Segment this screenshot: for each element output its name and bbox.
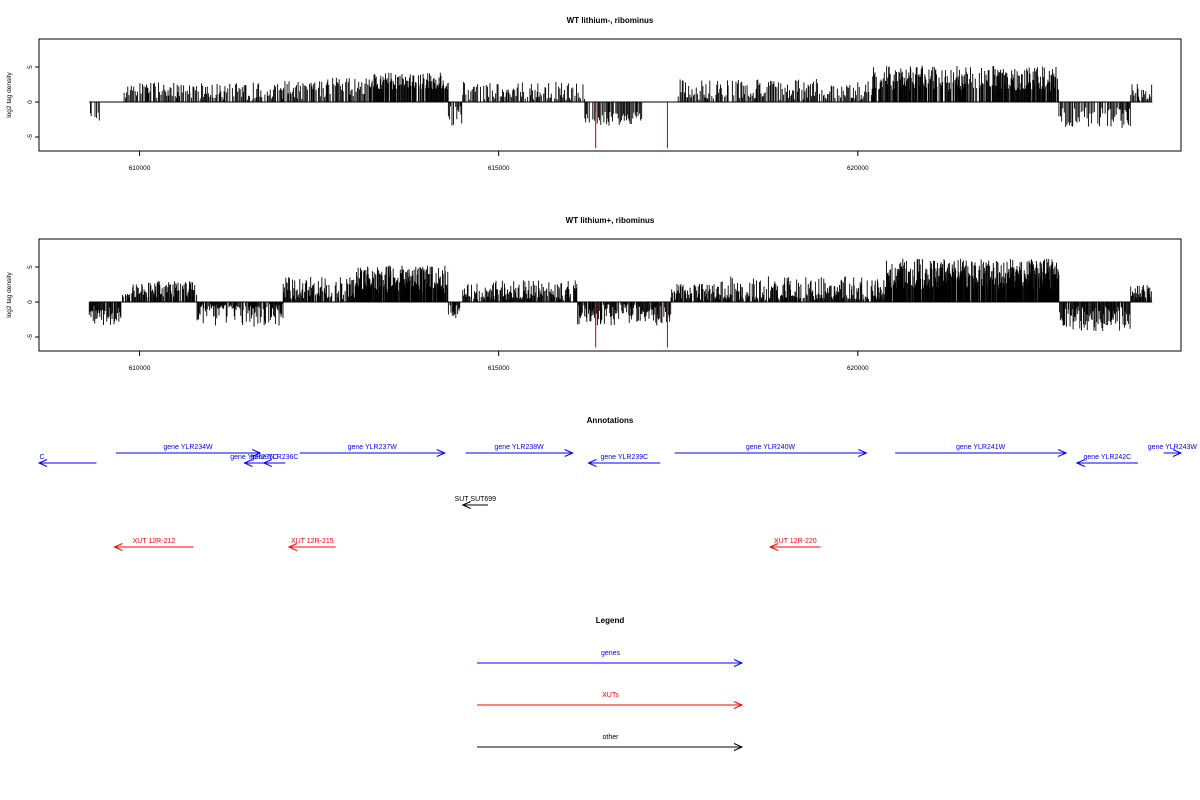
plot-frame [38,238,1182,352]
y-axis-label: log2 tag density [6,71,13,117]
x-axis: 610000 615000 620000 [129,351,869,372]
y-axis-label: log2 tag density [6,271,13,317]
xut-label: XUT 12R-215 [291,538,334,545]
legend-label: XUTs [602,692,619,699]
gene-arrow-head [37,459,48,467]
legend-arrow-head [733,743,744,751]
gene-feature: gene YLR236C [251,454,299,467]
gene-arrow-head [1172,449,1183,457]
gene-label: gene YLR234W [163,444,213,451]
gene-label: gene YLR235C [230,454,278,461]
gene-feature: C [37,454,97,467]
gene-feature: gene YLR242C [1075,454,1138,467]
legend-item: XUTs [477,692,744,709]
highlighted-bars [595,302,669,348]
xut-arrow-head [113,543,123,551]
gene-arrow-head [564,449,574,457]
legend-title: Legend [596,616,625,625]
xut-feature: XUT 12R-212 [113,538,194,551]
coverage-panel-lithium-minus: WT lithium-, ribominus log2 tag density … [6,16,1182,172]
xut-label: XUT 12R-212 [133,538,176,545]
gene-label: gene YLR241W [956,444,1006,451]
legend-label: genes [601,650,621,657]
gene-feature: gene YLR237W [299,444,447,457]
gene-label: gene YLR236C [251,454,299,461]
legend-arrow-head [733,659,744,667]
y-axis: -5 0 5 [27,265,39,340]
x-tick-label: 620000 [847,165,869,172]
other-label: SUT SUT699 [455,496,497,503]
gene-label: gene YLR242C [1084,454,1132,461]
gene-feature: gene YLR238W [465,444,574,457]
coverage-bars [88,258,1152,332]
gene-feature: gene YLR234W [115,444,262,457]
plot-frame [38,38,1182,152]
gene-arrow-head [1075,459,1086,467]
y-tick-label: 0 [27,300,34,304]
x-tick-label: 615000 [488,165,510,172]
gene-feature: gene YLR240W [674,444,868,457]
legend: Legend genes XUTs other [477,616,744,751]
y-tick-label: 5 [27,265,34,269]
gene-arrow-head [243,459,253,467]
x-axis: 610000 615000 620000 [129,151,869,172]
coverage-bars [89,65,1153,128]
other-arrow-head [461,501,471,509]
annotations-title: Annotations [587,416,634,425]
xut-arrow-head [287,543,298,551]
gene-label: gene YLR240W [746,444,796,451]
xut-feature: XUT 12R-220 [768,538,821,551]
legend-arrow-head [733,701,744,709]
gene-arrow-head [252,449,262,457]
xut-label: XUT 12R-220 [774,538,817,545]
gene-arrow-head [436,449,447,457]
highlighted-bars [595,102,669,149]
xut-arrow-head [768,543,779,551]
gene-feature: gene YLR243W [1148,444,1198,457]
y-tick-label: -5 [27,334,34,340]
y-axis: -5 0 5 [27,65,39,140]
xut-feature: XUT 12R-215 [287,538,336,551]
gene-feature: gene YLR235C [230,454,278,467]
gene-arrow-head [587,459,597,467]
coverage-panel-lithium-plus: WT lithium+, ribominus log2 tag density … [6,216,1182,372]
gene-arrow-head [858,449,868,457]
legend-label: other [603,734,620,741]
x-tick-label: 610000 [129,365,151,372]
y-tick-label: -5 [27,134,34,140]
legend-items: genes XUTs other [477,650,744,751]
gene-label: gene YLR238W [494,444,544,451]
gene-arrow-head [1057,449,1068,457]
gene-feature: gene YLR241W [895,444,1068,457]
gene-label: gene YLR243W [1148,444,1198,451]
gene-feature: gene YLR239C [587,454,661,467]
y-tick-label: 0 [27,100,34,104]
other-feature: SUT SUT699 [455,496,497,509]
gene-label: C [39,454,44,461]
gene-arrow-head [262,459,273,467]
x-tick-label: 610000 [129,165,151,172]
legend-item: other [477,734,744,751]
y-tick-label: 5 [27,65,34,69]
gene-label: gene YLR237W [348,444,398,451]
legend-item: genes [477,650,744,667]
panel-title: WT lithium-, ribominus [567,16,654,25]
gene-label: gene YLR239C [600,454,648,461]
panel-title: WT lithium+, ribominus [566,216,655,225]
x-tick-label: 620000 [847,365,869,372]
x-tick-label: 615000 [488,365,510,372]
